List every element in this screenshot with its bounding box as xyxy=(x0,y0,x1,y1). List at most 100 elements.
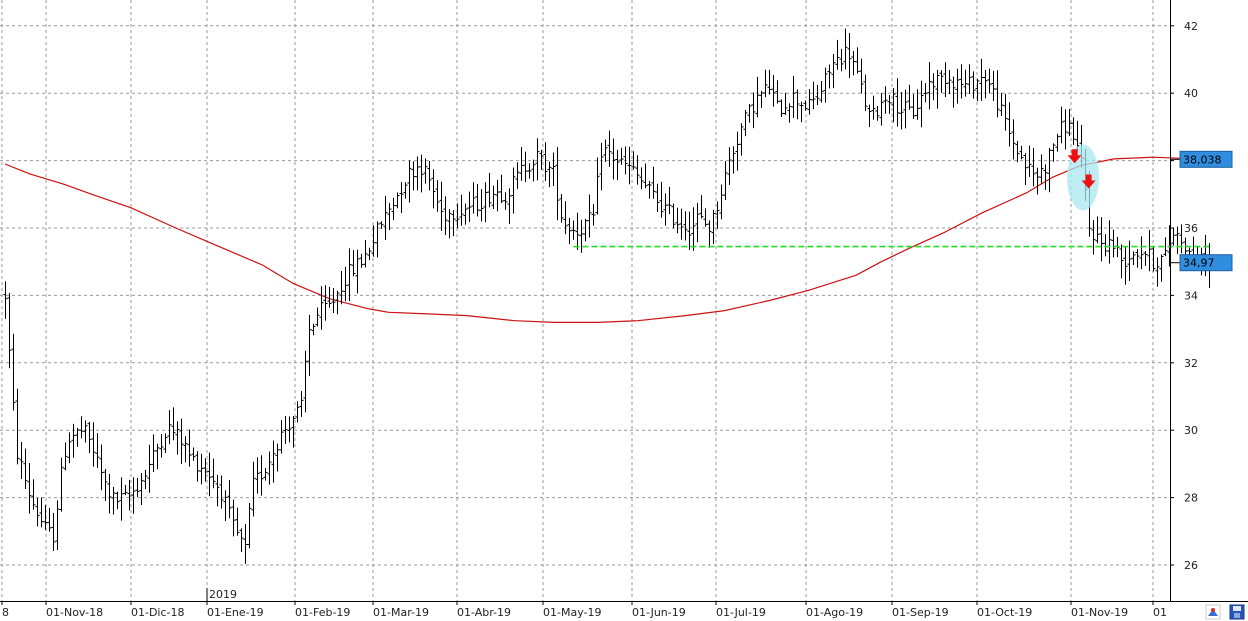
ohlc-bar xyxy=(191,447,196,461)
ohlc-bar xyxy=(883,86,888,114)
ohlc-bar xyxy=(539,149,544,170)
ohlc-bar xyxy=(151,434,156,472)
ohlc-bar xyxy=(71,423,76,458)
ohlc-bar xyxy=(395,192,400,209)
ohlc-bar xyxy=(103,468,108,501)
save-disk-icon[interactable] xyxy=(1229,604,1245,620)
ohlc-bar xyxy=(603,139,608,162)
ohlc-bar xyxy=(483,182,488,223)
ohlc-bar xyxy=(407,160,412,203)
ohlc-bar xyxy=(943,62,948,98)
ohlc-bar xyxy=(239,528,244,552)
ohlc-bar xyxy=(87,421,92,454)
ohlc-bar xyxy=(331,287,336,314)
ohlc-bar xyxy=(95,433,100,468)
ohlc-bar xyxy=(1019,145,1024,160)
ohlc-bar xyxy=(491,185,496,210)
ohlc-bar xyxy=(695,202,700,243)
down-arrow-icon xyxy=(1067,149,1082,164)
grid-layer xyxy=(0,0,1170,601)
ohlc-bar xyxy=(83,420,88,443)
ohlc-bar xyxy=(271,440,276,483)
ohlc-bar xyxy=(839,48,844,72)
ohlc-bar xyxy=(1003,93,1008,131)
ohlc-bar xyxy=(127,479,132,511)
ohlc-bar xyxy=(651,166,656,199)
ohlc-bar xyxy=(999,92,1004,117)
ohlc-bar xyxy=(875,106,880,121)
ohlc-bar xyxy=(607,130,612,167)
ohlc-bar xyxy=(735,131,740,171)
y-tick-label: 30 xyxy=(1184,424,1198,437)
ohlc-bar xyxy=(759,90,764,108)
ohlc-bar xyxy=(367,247,372,261)
ohlc-bar xyxy=(139,472,144,505)
ohlc-bar xyxy=(231,499,236,537)
ohlc-bar xyxy=(1123,246,1128,285)
ohlc-bar xyxy=(391,197,396,221)
ohlc-bar xyxy=(47,507,52,532)
price-badge-box xyxy=(1179,254,1233,272)
price-badge-label: 38,038 xyxy=(1183,153,1222,166)
ohlc-bar xyxy=(515,162,520,189)
ohlc-bar xyxy=(851,51,856,76)
ohlc-bar xyxy=(123,484,128,496)
ohlc-bar xyxy=(311,323,316,336)
ohlc-bar xyxy=(455,203,460,228)
ohlc-bar xyxy=(43,505,48,530)
ohlc-bar xyxy=(1031,147,1036,187)
ohlc-bar xyxy=(99,444,104,491)
ohlc-bar xyxy=(967,64,972,95)
ohlc-bar xyxy=(1027,145,1032,177)
ohlc-bar xyxy=(523,151,528,183)
ohlc-bar xyxy=(855,47,860,74)
y-tick-label: 40 xyxy=(1184,87,1198,100)
ohlc-bar xyxy=(111,486,116,515)
ohlc-bar xyxy=(543,142,548,181)
ohlc-bar xyxy=(731,146,736,174)
ohlc-bar xyxy=(319,286,324,330)
price-bars-layer xyxy=(3,28,1212,564)
ohlc-bar xyxy=(475,184,480,217)
ohlc-bar xyxy=(255,457,260,494)
ohlc-bar xyxy=(11,333,16,411)
ohlc-bar xyxy=(351,250,356,277)
ohlc-bar xyxy=(755,76,760,118)
ohlc-bar xyxy=(587,194,592,238)
ohlc-bar xyxy=(287,416,292,443)
ohlc-bar xyxy=(903,89,908,129)
ohlc-bar xyxy=(1095,216,1100,244)
ohlc-bar xyxy=(1091,220,1096,255)
ohlc-bar xyxy=(283,416,288,444)
ohlc-bar xyxy=(763,69,768,98)
ohlc-bar xyxy=(23,448,28,490)
ohlc-bar xyxy=(15,388,20,465)
ohlc-bar xyxy=(1151,246,1156,272)
ohlc-bar xyxy=(987,68,992,94)
ohlc-bar xyxy=(1159,254,1164,282)
ohlc-bar xyxy=(887,94,892,114)
chart-settings-icon[interactable] xyxy=(1205,604,1221,620)
ohlc-bar xyxy=(471,182,476,214)
ohlc-bar xyxy=(1143,250,1148,266)
ohlc-bar xyxy=(375,221,380,258)
ohlc-bar xyxy=(811,81,816,110)
ohlc-bar xyxy=(75,427,80,447)
ohlc-bar xyxy=(131,477,136,514)
ohlc-bar xyxy=(259,455,264,496)
ohlc-bar xyxy=(403,182,408,199)
ohlc-bar xyxy=(703,208,708,227)
x-tick-label: 01-Ene-19 xyxy=(207,606,264,619)
ohlc-bar xyxy=(639,167,644,190)
ohlc-bar xyxy=(423,158,428,184)
ohlc-bar xyxy=(927,62,932,110)
x-tick-label: 01-Oct-19 xyxy=(977,606,1032,619)
ohlc-bar xyxy=(659,181,664,218)
ohlc-bar xyxy=(1007,102,1012,147)
ohlc-bar xyxy=(771,75,776,107)
year-label: 2019 xyxy=(209,588,237,601)
ohlc-bar xyxy=(959,64,964,99)
ohlc-bar xyxy=(683,211,688,241)
